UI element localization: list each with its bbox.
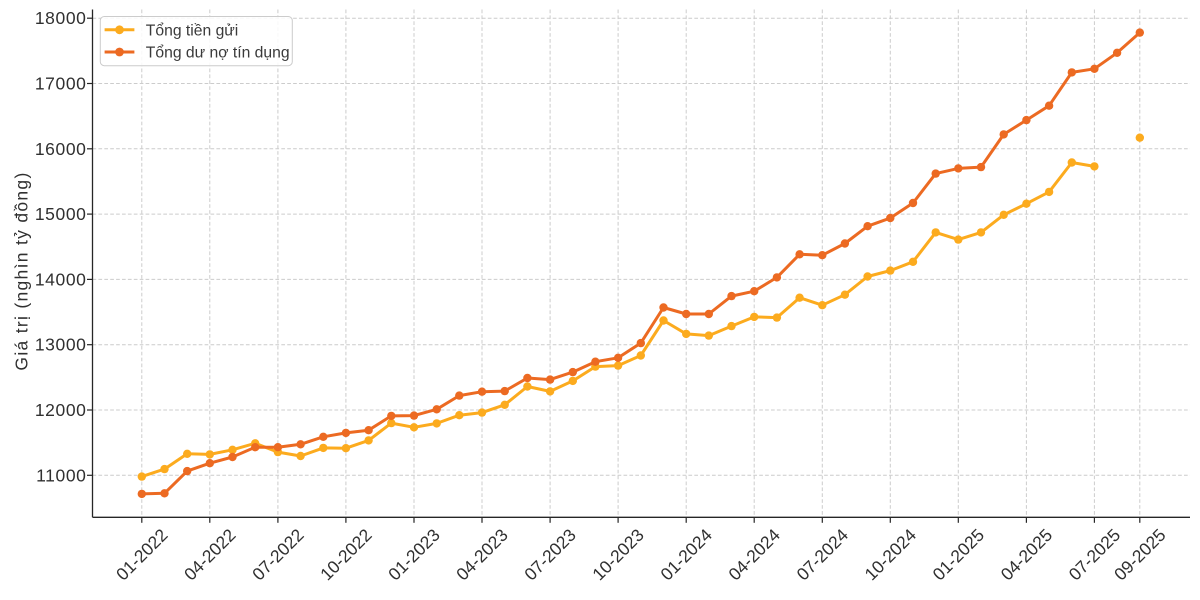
svg-text:Tổng dư nợ tín dụng: Tổng dư nợ tín dụng: [146, 44, 290, 62]
svg-text:14000: 14000: [35, 269, 87, 289]
svg-text:Giá trị (nghìn tỷ đồng): Giá trị (nghìn tỷ đồng): [12, 171, 32, 370]
svg-text:18000: 18000: [35, 8, 87, 28]
svg-text:Tổng tiền gửi: Tổng tiền gửi: [146, 21, 238, 39]
svg-text:17000: 17000: [35, 74, 87, 94]
svg-text:13000: 13000: [35, 335, 87, 355]
svg-text:16000: 16000: [35, 139, 87, 159]
svg-text:12000: 12000: [35, 400, 87, 420]
svg-text:15000: 15000: [35, 204, 87, 224]
svg-text:11000: 11000: [36, 465, 86, 485]
